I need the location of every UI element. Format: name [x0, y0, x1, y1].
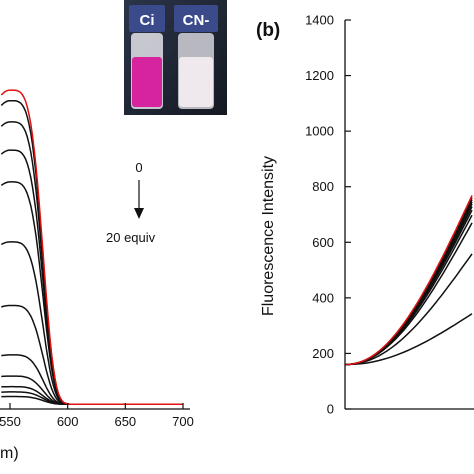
panel-b-spectrum-line [344, 203, 473, 366]
panel-b-y-tick-label: 200 [312, 346, 334, 361]
panel-a-spectrum-line [0, 241, 183, 406]
panel-b-y-tick-label: 800 [312, 179, 334, 194]
panel-a-spectrum-line [1, 304, 183, 406]
panel-a-spectrum-line [1, 375, 183, 406]
arrow-head [134, 208, 144, 219]
vial-ci-label: Ci [140, 12, 155, 29]
panel-a: 550 600 650 700 m) Ci CN- 0 [0, 0, 227, 462]
panel-b-spectrum-line [344, 253, 473, 366]
panel-b-y-tick-label: 400 [312, 290, 334, 305]
panel-a-spectrum-line [1, 391, 183, 406]
panel-a-x-ticks: 550 600 650 700 [0, 403, 194, 429]
panel-b-spectrum-line [344, 206, 473, 366]
panel-a-spectrum-line [0, 121, 183, 406]
vial-cap [174, 5, 218, 32]
panel-a-spectra [0, 89, 183, 406]
vial-cap [129, 5, 165, 32]
panel-b-label: (b) [256, 20, 280, 41]
panel-b-y-tick-label: 0 [327, 402, 334, 417]
panel-b: (b) Fluorescence Intensity 0 200 400 600 800… [256, 13, 474, 417]
arrow-end-label: 20 equiv [106, 230, 156, 245]
panel-a-x-tick-label: 550 [0, 414, 21, 429]
panel-b-spectrum-line [344, 209, 473, 366]
panel-b-y-tick-label: 1000 [305, 124, 334, 139]
arrow-start-label: 0 [135, 160, 142, 175]
panel-b-spectrum-line [344, 199, 473, 366]
panel-b-y-tick-label: 1400 [305, 13, 334, 28]
panel-b-y-label: Fluorescence Intensity [260, 156, 277, 316]
panel-b-spectrum-line [345, 313, 473, 366]
panel-b-spectrum-line [344, 201, 473, 366]
vials-photo: Ci CN- [124, 0, 227, 115]
panel-b-y-tick-label: 1200 [305, 68, 334, 83]
panel-b-spectra [344, 195, 473, 366]
vial-cn-label: CN- [183, 12, 210, 29]
panel-b-spectrum-line [344, 195, 473, 366]
panel-a-spectrum-line [0, 149, 183, 406]
vial-ci: Ci [129, 5, 165, 109]
panel-a-x-tick-label: 700 [172, 414, 194, 429]
titration-arrow: 0 20 equiv [106, 160, 156, 245]
panel-a-spectrum-line [1, 385, 183, 406]
vial-cn: CN- [174, 5, 218, 109]
panel-b-y-tick-label: 600 [312, 235, 334, 250]
panel-a-x-tick-label: 600 [57, 414, 79, 429]
vial-cn-solution [179, 57, 213, 107]
vial-ci-solution [132, 57, 162, 107]
panel-a-x-tick-label: 650 [114, 414, 136, 429]
panel-a-x-label: m) [0, 445, 19, 462]
panel-a-spectrum-line [0, 89, 183, 406]
panel-a-spectrum-line [0, 181, 183, 406]
panel-a-spectrum-line [1, 395, 183, 406]
panel-b-y-ticks: 0 200 400 600 800 1000 1200 1400 [305, 13, 351, 417]
